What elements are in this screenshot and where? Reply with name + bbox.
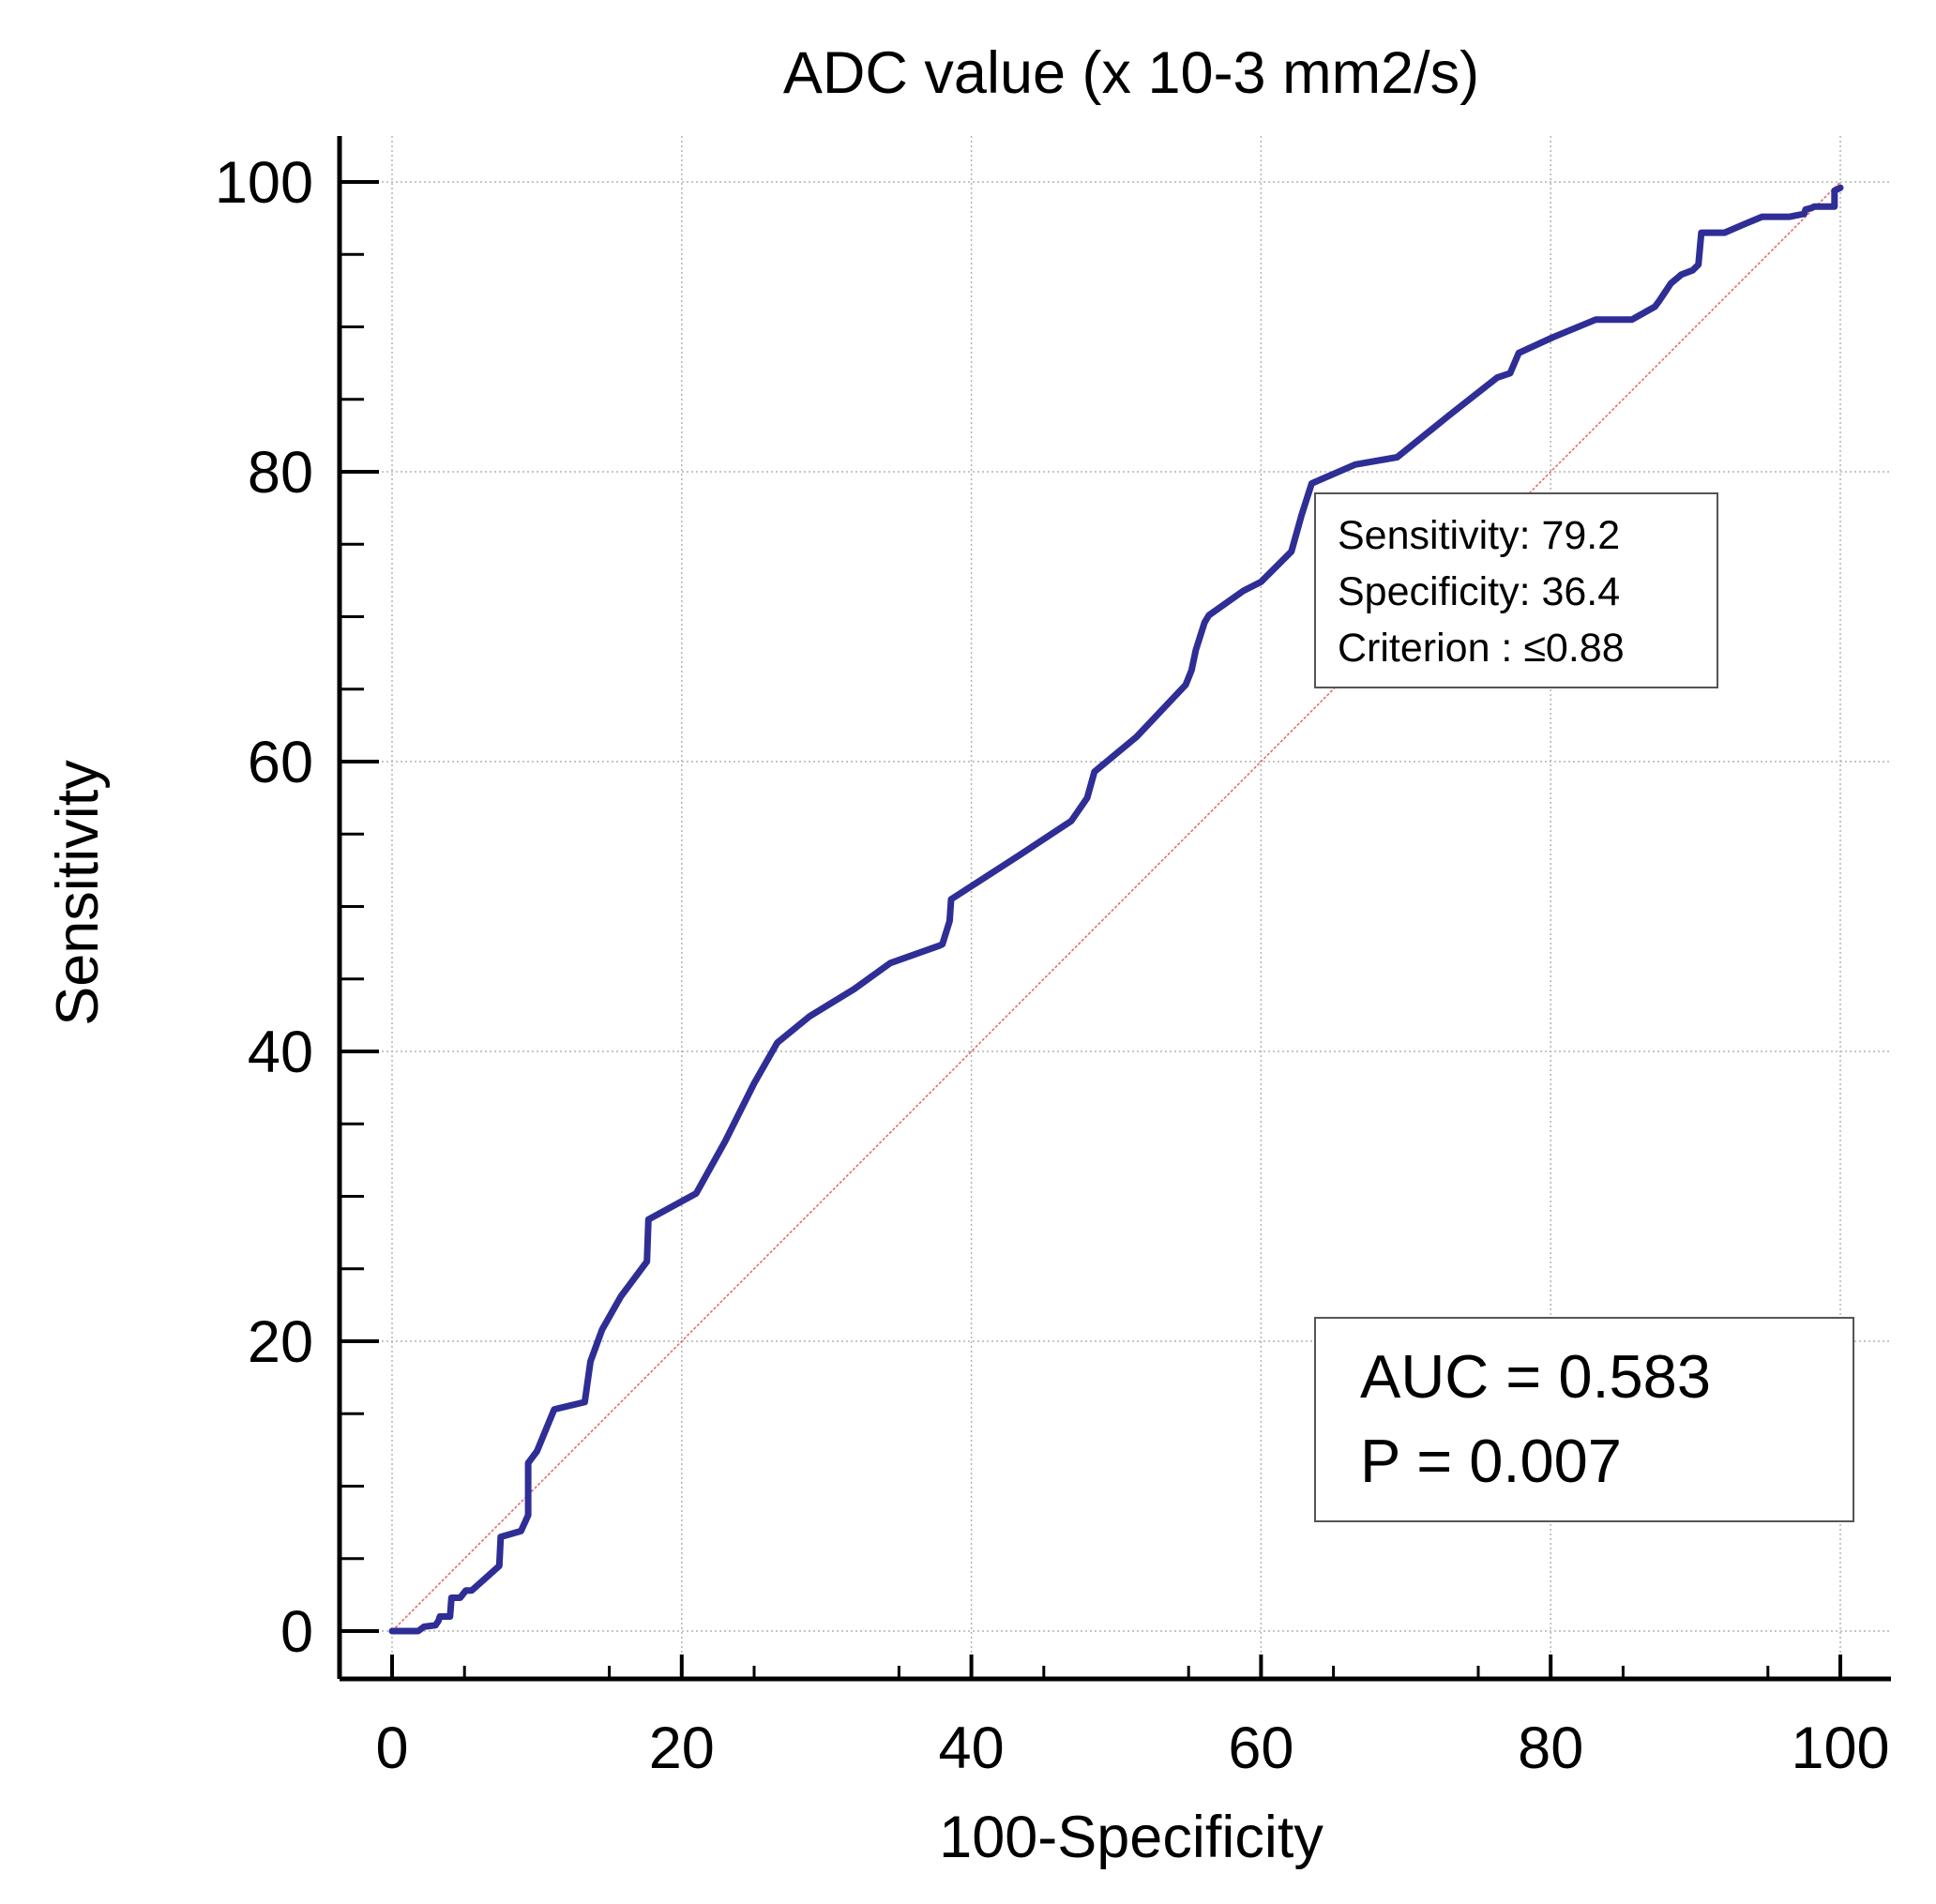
reference-diagonal-line	[391, 181, 1841, 1632]
x-tick-label: 60	[1228, 1715, 1293, 1781]
y-axis-label: Sensitivity	[45, 760, 111, 1026]
operating-point-annotation: Sensitivity: 79.2 Specificity: 36.4 Crit…	[1314, 492, 1718, 688]
auc-stats-box	[1314, 1317, 1854, 1522]
x-tick-label: 40	[939, 1715, 1005, 1781]
x-tick-label: 0	[375, 1715, 408, 1781]
x-tick-label: 100	[1791, 1715, 1889, 1781]
tick-labels: 0 20 40 60 80 100 0 20 40 60 80 100	[215, 150, 1890, 1781]
x-tick-label: 80	[1518, 1715, 1583, 1781]
y-tick-label: 40	[248, 1020, 313, 1085]
roc-curve-line	[388, 184, 1844, 1635]
major-ticks	[340, 180, 1842, 1679]
criterion-text: Criterion : ≤0.88	[1338, 626, 1625, 671]
y-tick-label: 60	[248, 730, 313, 795]
axes	[337, 136, 1891, 1682]
auc-text: AUC = 0.583	[1360, 1342, 1711, 1411]
operating-point-box	[1314, 492, 1718, 688]
y-tick-label: 0	[280, 1599, 313, 1665]
specificity-text: Specificity: 36.4	[1338, 569, 1620, 614]
y-tick-label: 100	[215, 150, 313, 216]
y-tick-label: 80	[248, 440, 313, 506]
sensitivity-text: Sensitivity: 79.2	[1338, 513, 1620, 558]
y-tick-label: 20	[248, 1309, 313, 1375]
x-tick-label: 20	[649, 1715, 715, 1781]
p-value-text: P = 0.007	[1360, 1427, 1622, 1495]
chart-title: ADC value (x 10-3 mm2/s)	[783, 40, 1479, 106]
auc-stats-annotation: AUC = 0.583 P = 0.007	[1314, 1317, 1854, 1522]
x-axis-label: 100-Specificity	[939, 1805, 1323, 1870]
